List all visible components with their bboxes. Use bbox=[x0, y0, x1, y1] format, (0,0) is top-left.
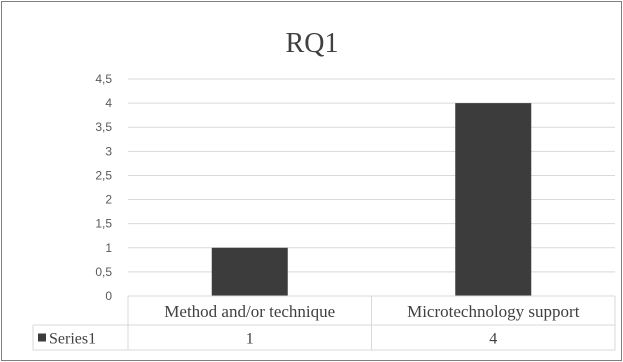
y-tick-label: 2 bbox=[105, 193, 112, 207]
y-tick-label: 3 bbox=[105, 144, 112, 158]
y-tick-label: 0 bbox=[105, 289, 112, 303]
bars bbox=[211, 103, 532, 296]
x-category-label: Method and/or technique bbox=[164, 302, 335, 321]
y-tick-label: 3,5 bbox=[95, 120, 112, 134]
bar-1 bbox=[211, 247, 288, 296]
bar-2 bbox=[455, 103, 532, 296]
y-axis-tick-labels: 0 0,5 1 1,5 2 2,5 3 3,5 4 4,5 bbox=[95, 72, 112, 303]
legend-key-series1 bbox=[38, 333, 46, 342]
y-tick-label: 1,5 bbox=[95, 217, 112, 231]
y-tick-label: 4 bbox=[105, 96, 112, 110]
legend-series-name: Series1 bbox=[49, 331, 96, 348]
chart-title: RQ1 bbox=[286, 28, 339, 59]
y-tick-label: 1 bbox=[105, 241, 112, 255]
data-table: Method and/or technique Microtechnology s… bbox=[32, 295, 616, 351]
gridlines bbox=[128, 78, 615, 273]
y-tick-label: 2,5 bbox=[95, 168, 112, 182]
data-table-value: 1 bbox=[246, 331, 254, 348]
data-table-value: 4 bbox=[489, 331, 497, 348]
y-tick-label: 0,5 bbox=[95, 265, 112, 279]
x-category-label: Microtechnology support bbox=[407, 302, 580, 321]
y-tick-label: 4,5 bbox=[95, 72, 112, 86]
